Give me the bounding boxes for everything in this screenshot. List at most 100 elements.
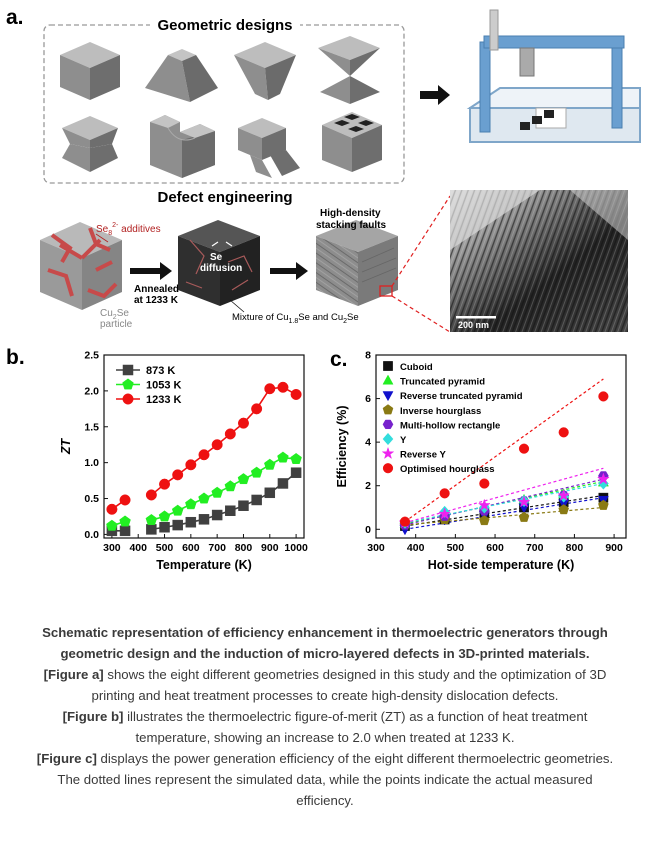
c-x-tick-label: 700: [526, 542, 544, 554]
c-legend-marker: [381, 446, 395, 460]
b-point-0-9: [238, 500, 249, 511]
c-point-6-3: [517, 495, 531, 508]
c-point-7-0: [399, 516, 411, 527]
caption-c-text-1: displays the power generation efficiency…: [96, 751, 614, 766]
geometry-hourglass: [318, 36, 380, 104]
b-point-2-10: [251, 403, 263, 415]
c-point-6-5: [596, 472, 610, 485]
b-point-2-9: [237, 417, 249, 429]
c-legend-entry: Inverse hourglass: [400, 406, 481, 417]
b-x-tick-label: 600: [182, 542, 200, 554]
c-sim-line-5: [404, 482, 604, 524]
panel-b-label: b.: [6, 346, 25, 369]
caption-b-tag: [Figure b]: [62, 709, 124, 724]
b-point-0-11: [264, 487, 276, 499]
c-legend-entry: Optimised hourglass: [400, 464, 495, 475]
c-legend-marker: [382, 374, 394, 385]
c-legend-entry: Y: [400, 435, 407, 446]
b-legend-marker: [122, 364, 134, 376]
b-point-1-1: [119, 515, 131, 527]
b-x-tick-label: 800: [235, 542, 253, 554]
b-point-1-8: [224, 480, 237, 492]
b-point-0-13: [290, 467, 302, 478]
b-point-1-2: [145, 513, 158, 525]
arrow-to-printer-icon: [420, 85, 450, 105]
b-point-2-4: [172, 469, 184, 481]
b-point-0-5: [185, 516, 197, 528]
c-point-3-4: [558, 504, 570, 515]
defect-engineering-title: Defect engineering: [157, 189, 292, 206]
b-point-1-9: [237, 473, 250, 485]
c-point-3-3: [518, 511, 530, 522]
b-point-2-1: [119, 494, 131, 506]
geometry-y: [150, 115, 215, 178]
geometry-reverse-y: [238, 118, 300, 178]
b-legend-entry: 873 K: [146, 365, 175, 377]
caption-c-line-1: [Figure c] displays the power generation…: [0, 748, 650, 769]
b-point-0-8: [225, 505, 236, 516]
se-additives-label: Se82- additives: [96, 222, 161, 237]
cube-stacking-faults: [316, 220, 398, 306]
b-legend-entry: 1053 K: [146, 380, 182, 392]
b-x-axis-label: Temperature (K): [156, 558, 252, 572]
b-point-0-1: [119, 525, 131, 537]
c-point-3-2: [479, 514, 490, 526]
c-sim-line-4: [404, 478, 604, 526]
b-point-0-3: [159, 521, 170, 533]
se-diffusion-label-1: Se: [210, 252, 223, 263]
b-point-1-4: [171, 504, 184, 516]
caption-lead-1: Schematic representation of efficiency e…: [42, 625, 608, 640]
c-y-axis-label: Efficiency (%): [335, 406, 349, 488]
c-legend-entry: Cuboid: [400, 362, 433, 373]
chart-zt-vs-temperature: 300 400 500 600 700 800 900 1000 0.0 0.5 1.0 1.5 2.0…: [59, 350, 308, 573]
b-y-axis-label: ZT: [59, 438, 73, 456]
c-x-tick-label: 400: [407, 542, 425, 554]
caption-b-line-1: [Figure b] illustrates the thermoelectri…: [0, 706, 650, 727]
c-legend-marker: [382, 391, 394, 402]
c-sim-line-2: [404, 497, 604, 530]
caption-b-text-1: illustrates the thermoelectric figure-of…: [123, 709, 588, 724]
c-y-tick-label: 8: [365, 350, 371, 362]
caption-c-line-3: efficiency.: [296, 793, 354, 808]
c-point-7-4: [558, 427, 569, 438]
b-point-1-5: [185, 498, 197, 510]
b-point-0-6: [198, 514, 210, 525]
panel-a-label: a.: [6, 6, 24, 29]
b-point-2-2: [145, 489, 157, 501]
c-y-tick-label: 4: [365, 437, 371, 449]
arrow-to-faults-icon: [270, 262, 308, 280]
b-y-tick-label: 1.5: [84, 421, 99, 433]
c-sim-line-7: [404, 378, 604, 523]
c-plot-frame: [375, 354, 627, 539]
chart-efficiency-vs-hot-side-temperature: 300 400 500 600 700 800 900 0 2 4 6 8 Hot-side tempe…: [335, 350, 627, 572]
b-point-0-4: [172, 519, 183, 531]
c-point-6-1: [438, 507, 452, 520]
cube-cu2se-particles: [40, 222, 122, 310]
b-point-0-12: [277, 478, 289, 489]
c-legend-marker: [382, 463, 394, 474]
mixture-label: Mixture of Cu1.8Se and Cu2Se: [232, 312, 359, 325]
c-legend-marker: [382, 419, 394, 430]
b-point-2-5: [185, 459, 197, 471]
c-y-tick-label: 6: [365, 393, 371, 405]
c-x-tick-label: 900: [605, 542, 623, 554]
c-x-tick-label: 800: [566, 542, 584, 554]
c-legend-marker: [383, 361, 393, 371]
geometric-designs-title: Geometric designs: [157, 17, 292, 34]
geometry-inverse-hourglass: [62, 116, 118, 172]
caption-lead-2: geometric design and the induction of mi…: [60, 646, 590, 661]
b-point-2-0: [106, 503, 118, 515]
caption-a-line-2: printing and heat treatment processes to…: [91, 688, 559, 703]
cube-se-diffusion: [178, 220, 260, 306]
b-point-2-6: [198, 449, 210, 461]
b-point-2-3: [159, 478, 171, 490]
caption-c-line-2: The dotted lines represent the simulated…: [57, 772, 593, 787]
stacking-faults-label-2: stacking faults: [316, 220, 386, 231]
b-legend-entry: 1233 K: [146, 394, 182, 406]
b-point-1-13: [290, 452, 302, 464]
stacking-faults-label-1: High-density: [320, 208, 381, 219]
b-x-tick-label: 500: [156, 542, 174, 554]
c-sim-line-6: [404, 467, 604, 524]
b-point-1-6: [198, 492, 210, 504]
b-point-2-11: [264, 383, 276, 395]
